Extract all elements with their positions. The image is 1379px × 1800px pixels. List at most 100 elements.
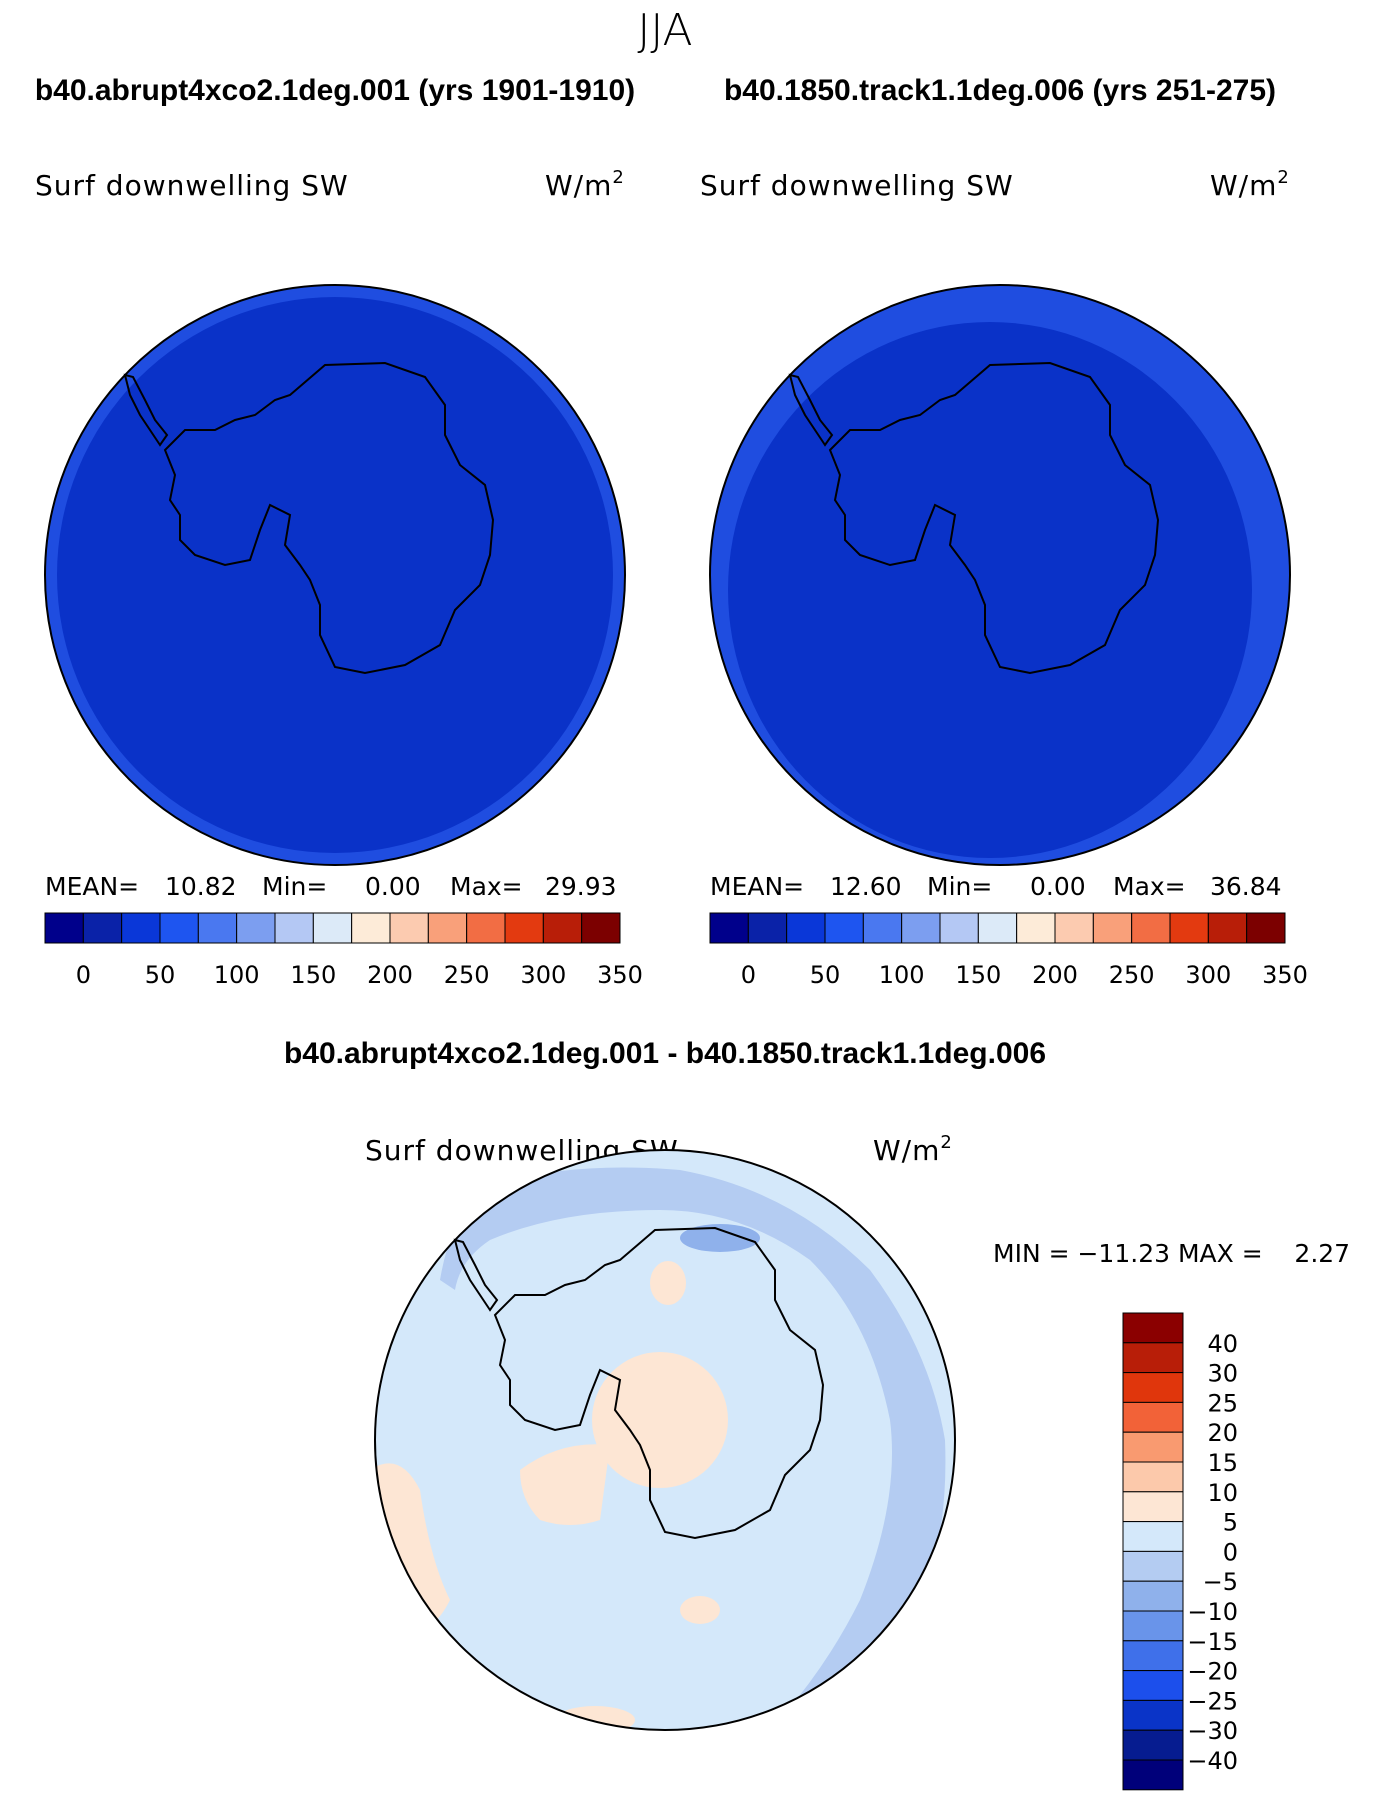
panel-2-colorbar-cell <box>786 912 826 944</box>
panel-1-map <box>45 285 625 865</box>
diff-colorbar-label: 10 <box>1207 1479 1238 1507</box>
panel-1-colorbar-cell <box>542 912 583 944</box>
panel-2-ocean <box>728 322 1252 858</box>
panel-2-colorbar-tick-label: 0 <box>741 961 756 989</box>
panel-2-colorbar-tick-label: 100 <box>879 961 925 989</box>
panel-2-colorbar-cell <box>747 912 788 944</box>
diff-warm-coast <box>680 1596 720 1624</box>
diff-colorbar-cell <box>1122 1312 1184 1344</box>
diff-colorbar-label: 25 <box>1207 1389 1238 1417</box>
diff-colorbar-cell <box>1122 1491 1184 1523</box>
diff-colorbar-cell <box>1122 1431 1184 1463</box>
panel-1-max-value: 29.93 <box>545 872 617 901</box>
panel-2-colorbar-cell <box>862 912 903 944</box>
panel-1-colorbar-tick-label: 0 <box>76 961 91 989</box>
panel-1-colorbar-cell <box>312 912 353 944</box>
diff-colorbar-cell <box>1122 1610 1184 1642</box>
panel-2-colorbar: 0 50 100 150 200 250 300 350 <box>709 912 1308 989</box>
panel-1-min-value: 0.00 <box>365 872 421 901</box>
diff-colorbar-cell <box>1122 1401 1184 1433</box>
panel-2-colorbar-cell <box>1131 912 1171 944</box>
diff-colorbar-label: −15 <box>1187 1628 1238 1656</box>
panel-2-units-sup: 2 <box>1277 167 1289 188</box>
panel-1-max-label: Max= <box>450 872 523 901</box>
panel-1-colorbar-cell <box>427 912 468 944</box>
panel-1-colorbar-cell <box>44 912 84 944</box>
diff-colorbar-label: −30 <box>1187 1717 1238 1745</box>
panel-2-colorbar-cell <box>1246 912 1286 944</box>
diff-colorbar-cell <box>1122 1670 1184 1701</box>
panel-2-stats: MEAN= 12.60 Min= 0.00 Max= 36.84 <box>710 872 1282 901</box>
diff-colorbar-cell <box>1122 1372 1184 1403</box>
diff-colorbar-label: −5 <box>1203 1568 1238 1596</box>
panel-2-colorbar-tick-label: 350 <box>1262 961 1308 989</box>
diff-colorbar-label: −10 <box>1187 1598 1238 1626</box>
panel-1-colorbar-tick-label: 100 <box>214 961 260 989</box>
diff-warm-north <box>650 1261 686 1305</box>
diff-colorbar-label: 30 <box>1207 1360 1238 1388</box>
panel-1-colorbar-tick-label: 150 <box>290 961 336 989</box>
diff-warm-peninsula <box>520 1444 610 1525</box>
panel-1-colorbar-cell <box>389 912 429 944</box>
diff-warm-pole <box>592 1352 728 1488</box>
panel-2-min-value: 0.00 <box>1030 872 1086 901</box>
panel-2-mean-label: MEAN= <box>710 872 804 901</box>
panel-1-colorbar-tick-label: 300 <box>520 961 566 989</box>
panel-2-colorbar-cell <box>939 912 979 944</box>
panel-1-units-base: W/m <box>545 169 612 202</box>
panel-2-variable: Surf downwelling SW <box>700 169 1014 202</box>
diff-colorbar-cell <box>1122 1729 1184 1761</box>
panel-1-colorbar-cell <box>351 912 391 944</box>
panel-2-units: W/m2 <box>1210 167 1290 202</box>
diff-colorbar-label: 40 <box>1207 1330 1238 1358</box>
panel-1-colorbar-tick-label: 50 <box>145 961 176 989</box>
panel-2-mean-value: 12.60 <box>830 872 902 901</box>
diff-colorbar-cell <box>1122 1521 1184 1552</box>
panel-1-ocean <box>57 297 613 853</box>
diff-colorbar-label: 20 <box>1207 1419 1238 1447</box>
panel-2: b40.1850.track1.1deg.006 (yrs 251-275) S… <box>700 74 1308 989</box>
panel-1-colorbar-cell <box>581 912 621 944</box>
panel-2-colorbar-cell <box>977 912 1018 944</box>
diff-colorbar-cell <box>1122 1550 1184 1582</box>
season-title: JJA <box>637 5 692 56</box>
diff-minmax: MIN = −11.23 MAX = 2.27 <box>993 1239 1350 1268</box>
panel-2-max-value: 36.84 <box>1210 872 1282 901</box>
panel-1-variable: Surf downwelling SW <box>35 169 349 202</box>
panel-1-colorbar-cell <box>197 912 238 944</box>
panel-2-colorbar-cell <box>1169 912 1209 944</box>
panel-1-map-edge <box>44 284 626 866</box>
panel-2-colorbar-tick-label: 300 <box>1185 961 1231 989</box>
diff-units-base: W/m <box>873 1134 940 1167</box>
panel-1-colorbar-cell <box>504 912 544 944</box>
panel-2-colorbar-cell <box>824 912 864 944</box>
panel-2-colorbar-cell <box>1054 912 1094 944</box>
panel-1-colorbar-cell <box>121 912 161 944</box>
diff-colorbar-cell <box>1122 1759 1184 1791</box>
panel-2-colorbar-tick-label: 250 <box>1109 961 1155 989</box>
diff-colorbar-cell <box>1122 1461 1184 1493</box>
panel-1-mean-value: 10.82 <box>165 872 237 901</box>
diff-colorbar-cell <box>1122 1640 1184 1672</box>
panel-1-title: b40.abrupt4xco2.1deg.001 (yrs 1901-1910) <box>35 74 635 107</box>
panel-1: b40.abrupt4xco2.1deg.001 (yrs 1901-1910)… <box>35 74 643 989</box>
diff-cool-spot <box>680 1224 760 1252</box>
diff-units-sup: 2 <box>940 1132 952 1153</box>
panel-2-map-edge <box>709 284 1291 866</box>
panel-1-min-label: Min= <box>262 872 327 901</box>
panel-1-colorbar: 0 50 100 150 200 250 300 350 <box>44 912 643 989</box>
panel-1-colorbar-tick-label: 250 <box>444 961 490 989</box>
panel-1-mean-label: MEAN= <box>45 872 139 901</box>
diff-colorbar-cell <box>1122 1580 1184 1612</box>
panel-2-colorbar-cell <box>1092 912 1133 944</box>
panel-2-colorbar-cell <box>709 912 749 944</box>
diff-colorbar-cell <box>1122 1342 1184 1374</box>
panel-2-min-label: Min= <box>927 872 992 901</box>
diff-units: W/m2 <box>873 1132 953 1167</box>
diff-panel: b40.abrupt4xco2.1deg.001 - b40.1850.trac… <box>284 1037 1350 1791</box>
diff-colorbar-label: 0 <box>1223 1538 1238 1566</box>
panel-2-colorbar-tick-label: 150 <box>955 961 1001 989</box>
panel-2-colorbar-tick-label: 50 <box>810 961 841 989</box>
